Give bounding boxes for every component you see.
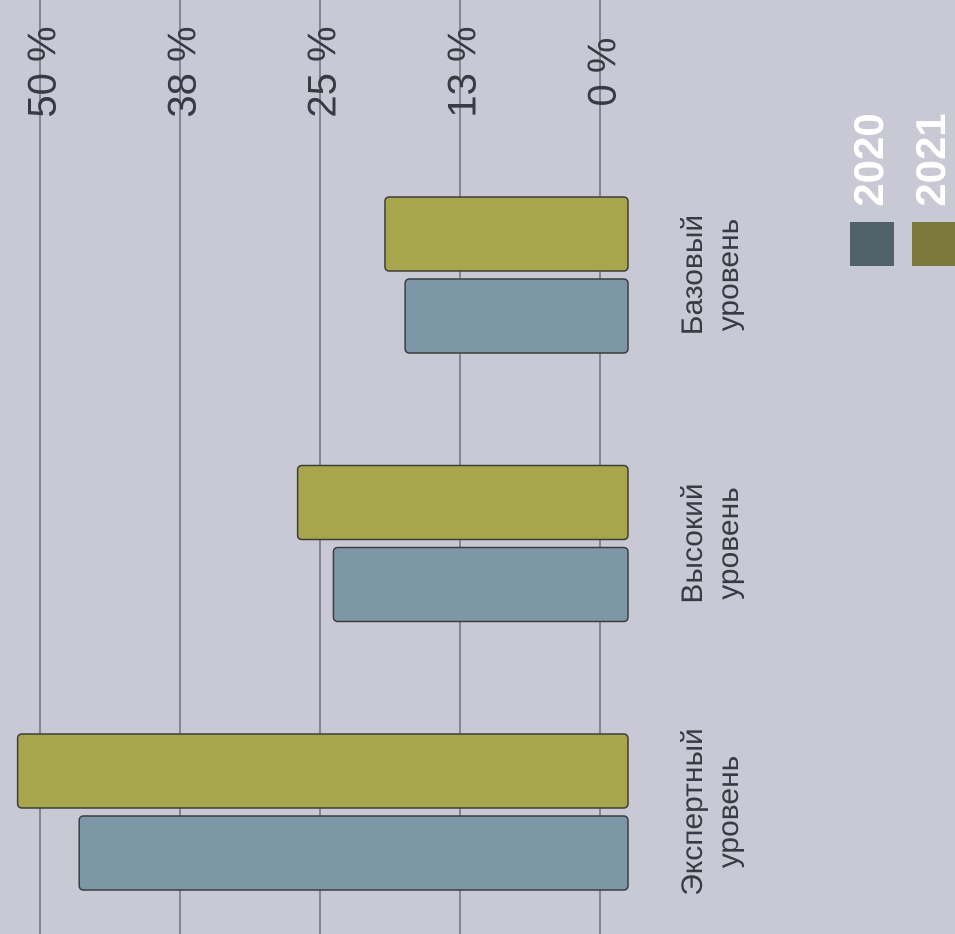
y-tick-label: 0 % (581, 38, 625, 107)
bar (296, 464, 629, 541)
y-tick-label: 50 % (21, 26, 65, 117)
x-tick-label: Базовый уровень (676, 215, 745, 335)
y-tick-label: 13 % (441, 26, 485, 117)
bar (16, 733, 629, 809)
legend-swatch (912, 222, 955, 266)
bar (384, 196, 629, 272)
x-tick-label: Экспертный уровень (676, 728, 745, 896)
legend-label: 2020 (845, 113, 892, 206)
legend-swatch (850, 222, 894, 266)
bar (332, 546, 629, 623)
y-tick-label: 38 % (161, 26, 205, 117)
bar (404, 278, 629, 354)
legend-label: 2021 (907, 113, 954, 206)
x-tick-label: Высокий уровень (676, 483, 745, 603)
y-tick-label: 25 % (301, 26, 345, 117)
bar (78, 815, 629, 891)
